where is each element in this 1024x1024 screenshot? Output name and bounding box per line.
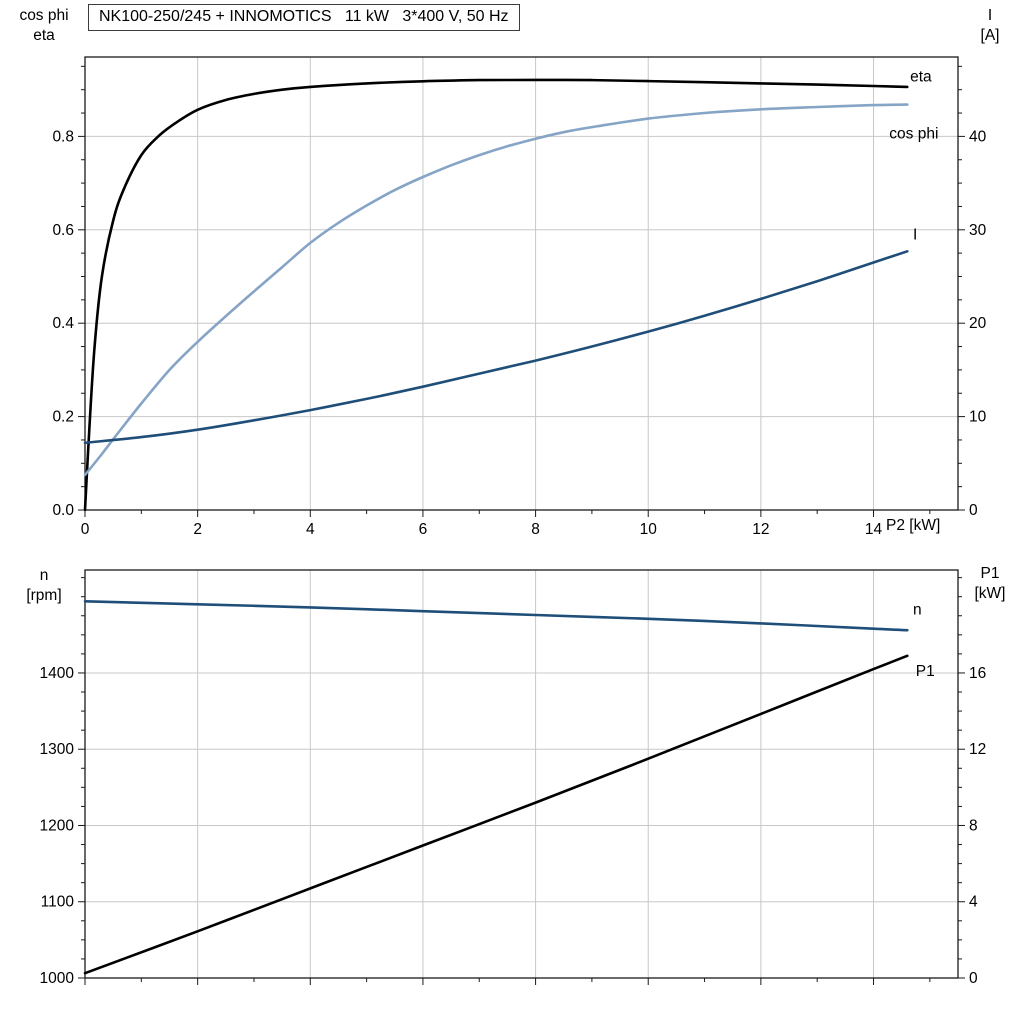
- svg-text:0.4: 0.4: [52, 315, 74, 332]
- svg-text:0: 0: [81, 521, 90, 538]
- svg-text:1000: 1000: [40, 970, 75, 987]
- I-curve-label: I: [913, 226, 917, 243]
- svg-text:30: 30: [969, 222, 987, 239]
- plot-frame: [84, 569, 959, 979]
- svg-text:8: 8: [531, 521, 540, 538]
- svg-text:14: 14: [865, 521, 883, 538]
- svg-text:0.6: 0.6: [52, 222, 74, 239]
- svg-text:20: 20: [969, 315, 987, 332]
- bottom-chart-P1-curve: [83, 654, 909, 975]
- top-left-axis-title: cos phi eta: [4, 6, 84, 46]
- bottom-chart-n-curve: [83, 600, 909, 632]
- svg-text:10: 10: [640, 521, 658, 538]
- svg-text:1100: 1100: [41, 894, 75, 911]
- P1-curve-label: P1: [916, 663, 935, 680]
- top-right-axis-title: I [A]: [962, 6, 1018, 46]
- axis-title-eta: eta: [33, 27, 55, 44]
- axis-title-speed-unit: [rpm]: [26, 587, 62, 604]
- svg-text:4: 4: [969, 894, 978, 911]
- eta-curve-label: eta: [910, 69, 932, 86]
- bottom-right-axis-title: P1 [kW]: [960, 564, 1020, 604]
- axis-title-current: I: [987, 7, 993, 24]
- svg-text:0: 0: [969, 970, 978, 987]
- svg-text:10: 10: [969, 409, 987, 426]
- top-chart-eta-curve: [83, 78, 909, 512]
- svg-text:1400: 1400: [40, 665, 75, 682]
- top-chart-cos-phi-curve: [83, 103, 909, 477]
- axis-title-p1: P1: [980, 565, 1000, 582]
- plot-area: [85, 570, 958, 978]
- chart-title-box: NK100-250/245 + INNOMOTICS 11 kW 3*400 V…: [88, 4, 520, 31]
- x-axis-label: P2 [kW]: [886, 517, 941, 534]
- axis-title-speed: n: [39, 567, 49, 584]
- svg-text:12: 12: [752, 521, 769, 538]
- axis-title-cos-phi: cos phi: [19, 7, 69, 24]
- svg-text:16: 16: [969, 665, 986, 682]
- svg-text:2: 2: [193, 521, 202, 538]
- svg-text:12: 12: [969, 741, 986, 758]
- bottom-chart: 1000 1100 1200 1300 1400 0 4 8 12 16 n P1: [40, 569, 986, 987]
- svg-text:8: 8: [969, 817, 978, 834]
- svg-text:0: 0: [969, 502, 978, 519]
- bottom-left-axis-title: n [rpm]: [4, 566, 84, 606]
- axis-title-p1-unit: [kW]: [974, 585, 1006, 602]
- svg-text:0.2: 0.2: [52, 409, 74, 426]
- svg-text:1200: 1200: [40, 817, 75, 834]
- plot-frame: [84, 56, 959, 511]
- cos-phi-curve-label: cos phi: [889, 126, 938, 143]
- plot-area: [85, 57, 958, 510]
- svg-text:0.0: 0.0: [52, 502, 74, 519]
- n-curve-label: n: [913, 602, 922, 619]
- top-chart-I-curve: [83, 250, 909, 445]
- top-chart: 0 2 4 6 8 10 12 14 0.0 0.2 0.4 0.6 0.8 0 10 20 30 40 eta co…: [52, 56, 987, 538]
- svg-text:0.8: 0.8: [52, 128, 74, 145]
- axis-title-current-unit: [A]: [980, 27, 1000, 44]
- svg-text:6: 6: [419, 521, 428, 538]
- svg-text:4: 4: [306, 521, 315, 538]
- svg-text:1300: 1300: [40, 741, 75, 758]
- svg-text:40: 40: [969, 128, 987, 145]
